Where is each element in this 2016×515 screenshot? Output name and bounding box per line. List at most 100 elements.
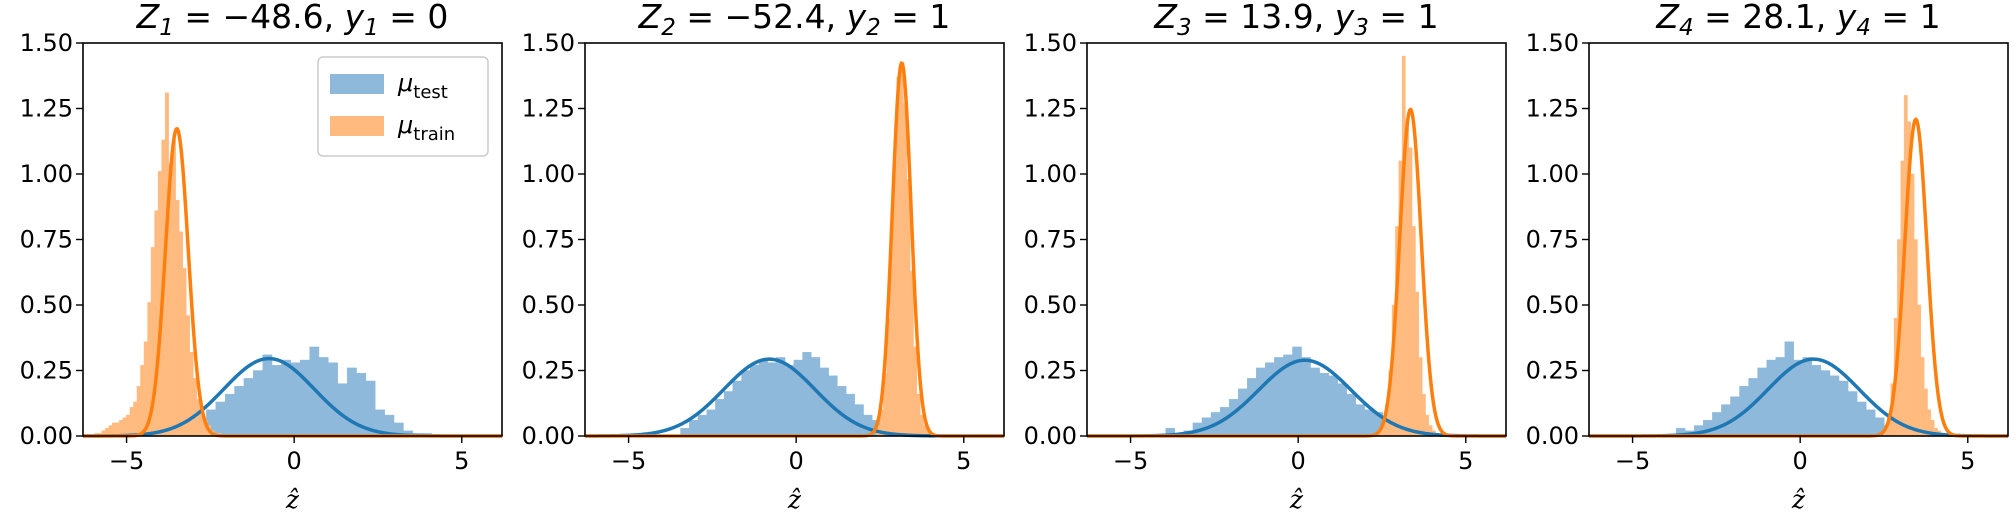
- histogram-bar: [189, 351, 194, 437]
- title-z-value: = 28.1,: [1694, 0, 1837, 36]
- x-tick-label: 5: [1960, 447, 1975, 475]
- histogram-bar: [854, 404, 864, 437]
- histogram-bar: [1301, 357, 1311, 437]
- histogram-bar: [802, 351, 812, 437]
- histogram-bar: [122, 417, 127, 437]
- histogram-train: [94, 92, 222, 437]
- histogram-bar: [1228, 399, 1239, 437]
- y-tick-label: 1.00: [1526, 160, 1579, 188]
- histogram-bar: [136, 386, 141, 437]
- legend-swatch-test: [330, 74, 384, 94]
- legend-swatch-train: [330, 116, 384, 136]
- title-z-value: = 13.9,: [1192, 0, 1335, 36]
- histogram-bar: [1766, 359, 1776, 437]
- y-tick-label: 0.25: [20, 357, 73, 385]
- y-tick-label: 0.00: [522, 422, 575, 450]
- histogram-bar: [1866, 409, 1876, 437]
- y-tick-label: 0.75: [1526, 226, 1579, 254]
- histogram-bar: [1421, 393, 1426, 437]
- histogram-bar: [776, 357, 786, 437]
- x-tick-label: 5: [454, 447, 469, 475]
- title-y-subscript: 1: [364, 15, 379, 41]
- title-y-symbol: y: [1836, 0, 1857, 36]
- histogram-bar: [1920, 357, 1925, 437]
- histogram-bar: [1784, 341, 1795, 437]
- title-y-subscript: 4: [1856, 15, 1871, 41]
- y-tick-label: 1.25: [20, 95, 73, 123]
- title-y-symbol: y: [344, 0, 365, 36]
- histogram-bar: [182, 268, 187, 437]
- histogram-bar: [328, 362, 338, 437]
- x-tick-label: −5: [611, 447, 646, 475]
- x-axis-label: ẑ: [1791, 485, 1806, 514]
- x-tick-label: −5: [1113, 447, 1148, 475]
- title-y-symbol: y: [1334, 0, 1355, 36]
- title-y-value: = 1: [881, 0, 951, 36]
- x-tick-label: 0: [1291, 447, 1306, 475]
- y-tick-label: 1.00: [522, 160, 575, 188]
- title-y-subscript: 2: [866, 15, 881, 41]
- histogram-bar: [1757, 367, 1767, 437]
- histogram-bar: [1265, 362, 1275, 437]
- x-tick-label: 5: [1458, 447, 1473, 475]
- histogram-bar: [1319, 372, 1329, 437]
- y-tick-label: 1.50: [20, 29, 73, 57]
- title-z-subscript: 4: [1679, 15, 1694, 41]
- y-tick-label: 0.50: [1526, 291, 1579, 319]
- histogram-bar: [1829, 375, 1840, 437]
- y-tick-label: 0.50: [1024, 291, 1077, 319]
- histogram-bar: [1820, 370, 1831, 437]
- title-z-symbol: Z: [1655, 0, 1680, 36]
- histogram-bar: [1401, 55, 1406, 437]
- x-tick-label: −5: [1615, 447, 1650, 475]
- panel-title: Z1 = −48.6, y1 = 0: [136, 0, 449, 41]
- histogram-test: [1675, 341, 1912, 437]
- histogram-bar: [1418, 357, 1423, 437]
- title-z-symbol: Z: [638, 0, 663, 36]
- histogram-bar: [1802, 357, 1813, 437]
- histogram-bar: [178, 231, 183, 437]
- histogram-bar: [784, 365, 795, 437]
- histogram-bar: [909, 270, 914, 437]
- histogram-bar: [300, 359, 310, 437]
- legend-symbol: μ: [397, 111, 413, 139]
- y-tick-label: 1.25: [522, 95, 575, 123]
- histogram-test: [1165, 346, 1411, 437]
- histogram-bar: [1364, 409, 1375, 437]
- histogram-bar: [1237, 388, 1248, 437]
- y-tick-label: 0.25: [1024, 357, 1077, 385]
- histogram-bar: [281, 359, 292, 437]
- histogram-bar: [175, 199, 180, 437]
- x-axis-label: ẑ: [787, 485, 802, 514]
- histogram-bar: [1910, 173, 1915, 437]
- histogram-bar: [906, 179, 911, 437]
- histogram-bar: [1405, 121, 1409, 437]
- title-z-subscript: 3: [1177, 15, 1192, 41]
- histogram-bar: [1838, 380, 1849, 437]
- histogram-bar: [1247, 378, 1257, 437]
- x-axis-label: ẑ: [1289, 485, 1304, 514]
- legend-subscript: train: [413, 124, 455, 145]
- y-tick-label: 0.25: [1526, 357, 1579, 385]
- histogram-bar: [1328, 375, 1338, 437]
- histogram-bar: [697, 414, 707, 437]
- histogram-bar: [140, 365, 145, 437]
- y-tick-label: 0.75: [20, 226, 73, 254]
- title-z-subscript: 2: [661, 15, 676, 41]
- y-tick-label: 1.50: [1526, 29, 1579, 57]
- histogram-bar: [1913, 239, 1918, 437]
- histogram-bar: [224, 393, 235, 437]
- legend-subscript: test: [413, 82, 448, 103]
- y-tick-label: 0.00: [20, 422, 73, 450]
- y-tick-label: 0.00: [1526, 422, 1579, 450]
- panel-title: Z2 = −52.4, y2 = 1: [638, 0, 951, 41]
- histogram-bar: [1712, 412, 1722, 437]
- histogram-bar: [253, 370, 263, 437]
- x-tick-label: 0: [789, 447, 804, 475]
- histogram-bar: [1411, 226, 1416, 437]
- legend-label-train: μtrain: [397, 111, 455, 145]
